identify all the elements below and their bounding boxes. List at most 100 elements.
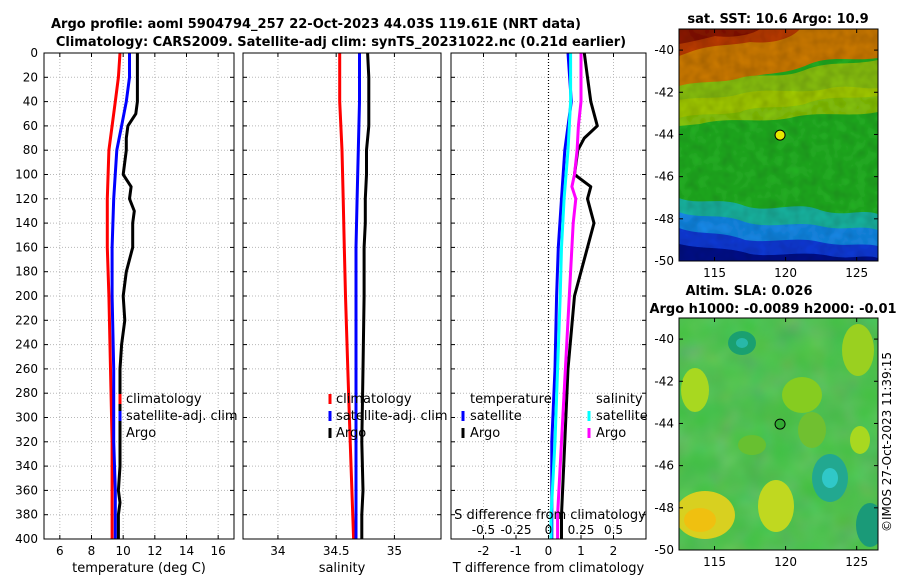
y-tick-label: 140 xyxy=(15,216,38,230)
x-tick-label: 35 xyxy=(387,544,402,558)
legend-label: satellite xyxy=(470,409,522,424)
map-y-tick-label: -44 xyxy=(654,127,674,141)
s-tick-label: 0 xyxy=(545,523,553,537)
sla-map-image xyxy=(679,318,878,550)
x-tick-label: 16 xyxy=(211,544,226,558)
legend-label: Argo xyxy=(596,426,626,441)
y-tick-label: 320 xyxy=(15,435,38,449)
plot-frame xyxy=(450,52,647,540)
y-tick-label: 0 xyxy=(30,46,38,60)
map-y-tick-label: -40 xyxy=(654,332,674,346)
series-line-argo xyxy=(360,52,371,539)
y-tick-label: 260 xyxy=(15,362,38,376)
map-y-tick-label: -42 xyxy=(654,374,674,388)
y-tick-label: 60 xyxy=(23,119,38,133)
x-tick-label: 6 xyxy=(56,544,64,558)
figure-title-line1: Argo profile: aoml 5904794_257 22-Oct-20… xyxy=(51,17,581,32)
legend-s-header: salinity xyxy=(596,392,643,407)
map-y-tick-label: -40 xyxy=(654,43,674,57)
x-tick-label: 2 xyxy=(610,544,618,558)
map-y-tick-label: -48 xyxy=(654,501,674,515)
y-tick-label: 240 xyxy=(15,338,38,352)
x-axis-label: temperature (deg C) xyxy=(72,561,206,576)
map-x-tick-label: 125 xyxy=(845,555,868,569)
series-line-climatology xyxy=(338,53,356,540)
series-line-climatology xyxy=(105,52,122,539)
y-tick-label: 300 xyxy=(15,411,38,425)
sst-argo-location-marker xyxy=(774,129,786,141)
s-axis-label: S difference from climatology xyxy=(454,508,646,523)
sla-argo-location-marker xyxy=(774,418,786,430)
x-tick-label: 1 xyxy=(577,544,585,558)
map-y-tick-label: -46 xyxy=(654,170,674,184)
x-tick-label: 34 xyxy=(270,544,285,558)
map-x-tick-label: 115 xyxy=(703,266,726,280)
series-line-s-satellite xyxy=(549,53,573,539)
s-tick-label: 0.25 xyxy=(568,523,595,537)
x-tick-label: 34.5 xyxy=(323,544,350,558)
x-axis-label: T difference from climatology xyxy=(452,561,645,576)
salinity-profile-panel: 34 34.5 35 salinity climatology satellite-adj… xyxy=(242,52,448,576)
legend-label: climatology xyxy=(126,392,202,407)
x-axis-label: salinity xyxy=(319,561,366,576)
y-tick-label: 220 xyxy=(15,313,38,327)
map-y-tick-label: -48 xyxy=(654,212,674,226)
map-y-tick-label: -50 xyxy=(654,254,674,268)
x-tick-label: 14 xyxy=(179,544,194,558)
x-tick-label: -1 xyxy=(510,544,522,558)
series-line-s-argo xyxy=(556,53,583,539)
series-line-t-argo xyxy=(560,52,599,539)
legend-label: climatology xyxy=(336,392,412,407)
map-y-tick-label: -44 xyxy=(654,416,674,430)
legend-label: Argo xyxy=(126,426,156,441)
plot-frame xyxy=(43,52,235,540)
sst-map-image xyxy=(679,29,878,261)
map-x-tick-label: 120 xyxy=(774,266,797,280)
legend-label: Argo xyxy=(336,426,366,441)
sst-map-title: sat. SST: 10.6 Argo: 10.9 xyxy=(687,12,868,27)
y-tick-label: 120 xyxy=(15,192,38,206)
sla-map-title-line1: Altim. SLA: 0.026 xyxy=(686,284,813,299)
map-x-tick-label: 125 xyxy=(845,266,868,280)
sla-map-panel: Altim. SLA: 0.026 Argo h1000: -0.0089 h2… xyxy=(649,284,896,569)
map-y-tick-label: -46 xyxy=(654,459,674,473)
y-tick-label: 400 xyxy=(15,532,38,546)
s-tick-label: 0.5 xyxy=(604,523,623,537)
legend-label: satellite xyxy=(596,409,648,424)
series-line-satellite-adj-clim xyxy=(354,53,361,539)
sst-map-panel: sat. SST: 10.6 Argo: 10.9 115 120 125 -40 -4… xyxy=(654,12,879,280)
legend-label: Argo xyxy=(470,426,500,441)
y-tick-label: 280 xyxy=(15,386,38,400)
y-tick-label: 80 xyxy=(23,143,38,157)
x-tick-label: 8 xyxy=(88,544,96,558)
series-line-satellite-adj-clim xyxy=(110,53,131,539)
map-x-tick-label: 120 xyxy=(774,555,797,569)
y-tick-label: 100 xyxy=(15,168,38,182)
map-x-tick-label: 115 xyxy=(703,555,726,569)
map-y-tick-label: -50 xyxy=(654,543,674,557)
s-tick-label: -0.5 xyxy=(472,523,495,537)
legend-t-header: temperature xyxy=(470,392,552,407)
legend-label: satellite-adj. clim xyxy=(336,409,448,424)
x-tick-label: 10 xyxy=(116,544,131,558)
y-tick-label: 160 xyxy=(15,240,38,254)
temperature-profile-panel: 0 20 40 60 80 100 120 140 160 180 200 220 240 260 280 3… xyxy=(15,46,238,576)
difference-profile-panel: -2 -1 0 1 2 T difference from climatology temp… xyxy=(450,52,648,576)
y-tick-label: 360 xyxy=(15,483,38,497)
sla-map-title-line2: Argo h1000: -0.0089 h2000: -0.01 xyxy=(649,302,896,317)
x-tick-label: 12 xyxy=(147,544,162,558)
y-tick-label: 380 xyxy=(15,508,38,522)
y-tick-label: 180 xyxy=(15,265,38,279)
x-tick-label: 0 xyxy=(545,544,553,558)
s-tick-label: -0.25 xyxy=(500,523,531,537)
series-line-argo xyxy=(116,53,139,539)
y-tick-label: 20 xyxy=(23,70,38,84)
legend-label: satellite-adj. clim xyxy=(126,409,238,424)
x-tick-label: -2 xyxy=(478,544,490,558)
y-tick-label: 40 xyxy=(23,95,38,109)
y-tick-label: 200 xyxy=(15,289,38,303)
map-y-tick-label: -42 xyxy=(654,85,674,99)
y-tick-label: 340 xyxy=(15,459,38,473)
plot-frame xyxy=(242,52,442,540)
